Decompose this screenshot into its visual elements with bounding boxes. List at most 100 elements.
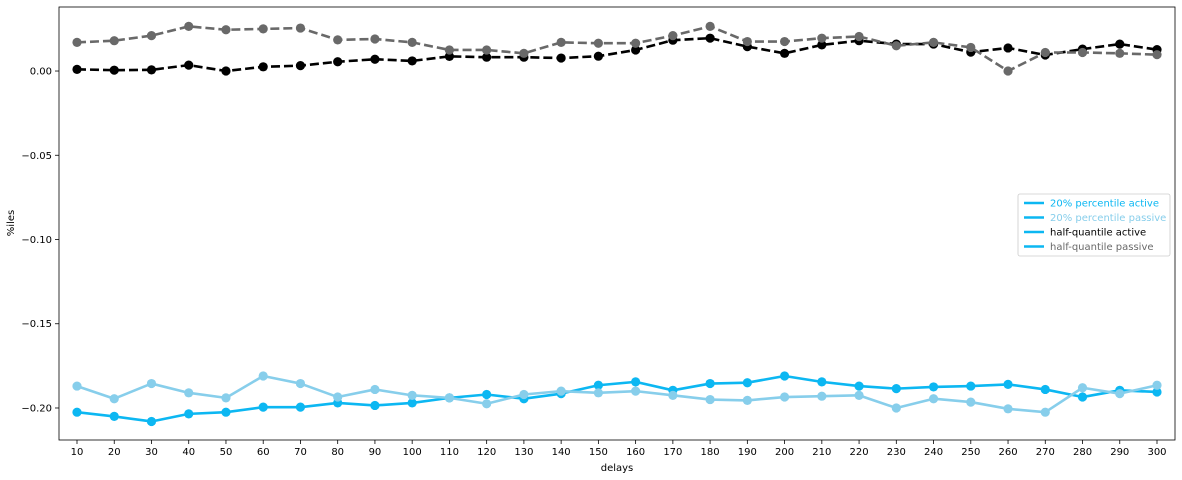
- y-tick-label: −0.15: [21, 319, 52, 330]
- data-point: [742, 378, 752, 388]
- data-point: [817, 40, 827, 50]
- data-point: [72, 381, 82, 391]
- x-tick-label: 230: [887, 447, 906, 458]
- data-point: [1115, 48, 1125, 58]
- data-point: [109, 411, 119, 422]
- legend-box: [1017, 193, 1171, 257]
- data-point: [556, 53, 566, 63]
- data-point: [817, 377, 827, 387]
- x-tick-label: 60: [257, 447, 270, 458]
- data-point: [556, 37, 566, 47]
- data-point: [1003, 404, 1013, 414]
- x-tick-label: 220: [850, 447, 869, 458]
- data-point: [854, 390, 864, 400]
- data-point: [593, 51, 603, 61]
- legend: 20% percentile active 20% percentile pass…: [1017, 193, 1171, 257]
- data-point: [779, 36, 790, 47]
- data-point: [184, 409, 194, 419]
- data-point: [631, 377, 641, 387]
- data-point: [1003, 379, 1013, 390]
- x-tick-label: 200: [775, 447, 794, 458]
- data-point: [1152, 50, 1162, 60]
- x-tick-label: 260: [998, 447, 1017, 458]
- data-point: [928, 394, 939, 404]
- x-tick-label: 120: [477, 447, 496, 458]
- data-point: [779, 371, 790, 381]
- data-point: [631, 38, 641, 48]
- x-tick-label: 130: [514, 447, 533, 458]
- legend-label: 20% percentile passive: [1050, 213, 1166, 224]
- series-20-percentile-active: [72, 371, 1162, 427]
- x-tick-label: 300: [1147, 447, 1166, 458]
- data-point: [1003, 66, 1013, 76]
- data-point: [705, 33, 715, 43]
- data-point: [1152, 387, 1162, 397]
- data-point: [370, 384, 380, 395]
- data-point: [109, 65, 119, 75]
- data-point: [444, 45, 455, 55]
- x-tick-label: 90: [369, 447, 382, 458]
- data-point: [482, 399, 492, 409]
- data-point: [482, 52, 492, 62]
- data-point: [482, 45, 492, 55]
- data-point: [184, 60, 194, 70]
- data-point: [407, 390, 417, 400]
- data-point: [1152, 380, 1162, 390]
- x-tick-label: 170: [663, 447, 682, 458]
- data-point: [593, 380, 603, 390]
- data-point: [295, 61, 306, 71]
- x-tick-label: 80: [331, 447, 344, 458]
- x-tick-label: 250: [961, 447, 980, 458]
- x-tick-label: 40: [182, 447, 195, 458]
- data-point: [1040, 407, 1050, 417]
- x-tick-label: 190: [738, 447, 757, 458]
- data-point: [444, 393, 455, 403]
- data-point: [705, 394, 715, 405]
- legend-label: 20% percentile active: [1050, 199, 1159, 210]
- y-tick-label: −0.10: [21, 235, 52, 246]
- data-point: [928, 37, 939, 47]
- data-point: [109, 36, 119, 46]
- x-tick-label: 10: [71, 447, 84, 458]
- data-point: [966, 397, 976, 407]
- data-point: [295, 402, 306, 412]
- data-point: [295, 378, 306, 389]
- x-tick-label: 150: [589, 447, 608, 458]
- data-point: [407, 56, 417, 66]
- data-point: [705, 21, 715, 31]
- series-20-percentile-passive: [72, 371, 1162, 417]
- y-tick-label: −0.20: [21, 403, 52, 414]
- data-point: [519, 48, 529, 58]
- data-point: [370, 34, 380, 44]
- data-point: [593, 38, 603, 48]
- data-point: [146, 65, 157, 75]
- data-point: [72, 64, 82, 74]
- x-tick-label: 270: [1036, 447, 1055, 458]
- series-line: [76, 374, 1158, 423]
- data-point: [928, 382, 939, 392]
- data-point: [184, 388, 194, 398]
- data-point: [1115, 389, 1125, 399]
- data-point: [370, 54, 380, 64]
- data-point: [221, 25, 231, 35]
- data-point: [891, 41, 901, 51]
- data-point: [1077, 47, 1088, 58]
- data-point: [1040, 47, 1050, 58]
- data-point: [631, 45, 641, 55]
- data-point: [891, 384, 901, 394]
- x-tick-label: 140: [552, 447, 571, 458]
- data-point: [72, 407, 82, 417]
- legend-label: half-quantile active: [1050, 228, 1146, 239]
- series-line: [76, 36, 1158, 73]
- data-point: [146, 378, 157, 389]
- data-point: [333, 392, 343, 402]
- y-tick-label: −0.05: [21, 151, 52, 162]
- data-point: [1003, 43, 1013, 53]
- data-point: [221, 393, 231, 403]
- x-tick-label: 160: [626, 447, 645, 458]
- x-tick-label: 50: [220, 447, 233, 458]
- series-half-quantile-passive: [72, 21, 1162, 76]
- x-tick-label: 210: [812, 447, 831, 458]
- data-point: [221, 66, 231, 76]
